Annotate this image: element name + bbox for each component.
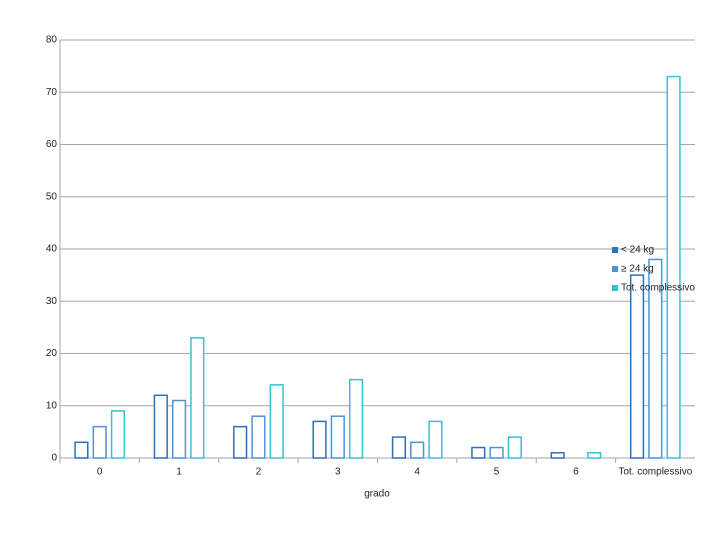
bar [190, 337, 205, 459]
x-tick-label: 5 [494, 467, 500, 478]
legend-swatch [612, 285, 618, 291]
x-axis-title: grado [364, 489, 390, 500]
bar [251, 415, 266, 459]
bar [391, 436, 407, 459]
legend-swatch [612, 266, 618, 272]
x-tick-label: 3 [335, 467, 341, 478]
bar [587, 452, 602, 459]
y-tick-label: 10 [46, 400, 58, 411]
y-tick-label: 30 [46, 296, 58, 307]
bar [629, 274, 645, 459]
bar [507, 436, 522, 459]
bar [489, 446, 504, 459]
bar [471, 446, 486, 459]
bar [550, 452, 565, 459]
bar [666, 75, 681, 459]
x-tick-label: 1 [176, 467, 182, 478]
bar [648, 258, 663, 459]
y-tick-label: 60 [46, 139, 58, 150]
bar [348, 378, 364, 459]
legend-label: Tot. complessivo [621, 283, 695, 294]
bar [330, 415, 345, 459]
y-tick-label: 0 [51, 453, 57, 464]
bar [110, 410, 126, 459]
legend-swatch [612, 247, 618, 253]
y-tick-label: 20 [46, 348, 58, 359]
x-tick-label: 0 [97, 467, 103, 478]
bar [233, 425, 248, 459]
x-tick-label: 2 [256, 467, 262, 478]
bar [312, 420, 327, 459]
bar [410, 441, 425, 459]
x-tick-label: Tot. complessivo [618, 467, 692, 478]
bar [74, 441, 89, 459]
bar [153, 394, 168, 459]
x-tick-label: 4 [414, 467, 420, 478]
y-tick-label: 70 [46, 87, 58, 98]
legend-label: < 24 kg [621, 245, 654, 256]
bar [92, 425, 107, 459]
bar [428, 420, 443, 459]
legend-label: ≥ 24 kg [621, 264, 654, 275]
bar [269, 384, 284, 459]
bar [171, 399, 187, 459]
y-tick-label: 80 [46, 35, 58, 46]
y-tick-label: 50 [46, 191, 58, 202]
y-tick-label: 40 [46, 244, 58, 255]
x-tick-label: 6 [573, 467, 579, 478]
